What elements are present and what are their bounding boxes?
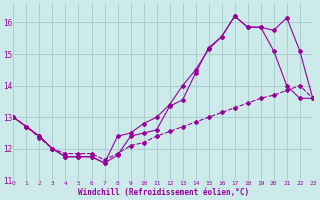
X-axis label: Windchill (Refroidissement éolien,°C): Windchill (Refroidissement éolien,°C) — [77, 188, 249, 197]
